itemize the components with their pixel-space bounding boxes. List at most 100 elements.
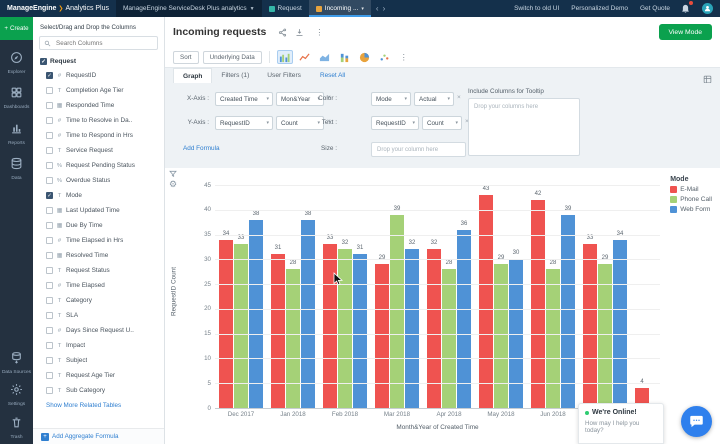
column-item[interactable]: ▦ Due By Time bbox=[33, 218, 164, 233]
column-item[interactable]: T Impact bbox=[33, 338, 164, 353]
personalized-demo-link[interactable]: Personalized Demo bbox=[571, 5, 628, 12]
bar-web-form[interactable] bbox=[405, 249, 419, 408]
rail-item-data-sources[interactable]: Data Sources bbox=[0, 351, 33, 375]
checkbox[interactable]: ✓ bbox=[46, 72, 53, 79]
tab-filters[interactable]: Filters (1) bbox=[221, 72, 250, 79]
bar-web-form[interactable] bbox=[613, 239, 627, 408]
tab-graph[interactable]: Graph bbox=[173, 68, 213, 83]
clustered-bar-chart-icon[interactable] bbox=[276, 50, 293, 64]
rail-item-dashboards[interactable]: Dashboards bbox=[0, 86, 33, 110]
search-input[interactable] bbox=[54, 38, 153, 48]
checkbox[interactable] bbox=[46, 87, 53, 94]
color-mode-select[interactable]: Actual bbox=[414, 92, 454, 106]
column-search[interactable] bbox=[39, 36, 158, 50]
add-formula-link[interactable]: Add Formula bbox=[183, 145, 220, 152]
text-function-select[interactable]: Count bbox=[422, 116, 462, 130]
checkbox[interactable] bbox=[46, 282, 53, 289]
bar-web-form[interactable] bbox=[561, 214, 575, 408]
bar-phone-call[interactable] bbox=[338, 249, 352, 408]
bar-phone-call[interactable] bbox=[286, 269, 300, 408]
workspace-selector[interactable]: ManageEngine ServiceDesk Plus analytics … bbox=[116, 0, 262, 17]
checkbox[interactable] bbox=[46, 342, 53, 349]
get-quote-link[interactable]: Get Quote bbox=[640, 5, 670, 12]
checkbox[interactable]: ✓ bbox=[46, 192, 53, 199]
chat-widget[interactable]: We're Online! How may I help you today? bbox=[578, 403, 664, 444]
scatter-chart-icon[interactable] bbox=[377, 50, 393, 64]
checkbox[interactable] bbox=[46, 207, 53, 214]
remove-text-field-icon[interactable]: × bbox=[465, 118, 469, 125]
legend-item[interactable]: Web Form bbox=[670, 206, 712, 213]
column-item[interactable]: # Time Elapsed in Hrs bbox=[33, 233, 164, 248]
checkbox[interactable] bbox=[46, 327, 53, 334]
bar-e-mail[interactable] bbox=[219, 239, 233, 408]
underlying-data-button[interactable]: Underlying Data bbox=[202, 50, 262, 64]
export-icon[interactable] bbox=[295, 28, 304, 37]
checkbox[interactable]: ✓ bbox=[40, 58, 47, 65]
legend-item[interactable]: Phone Call bbox=[670, 196, 712, 203]
more-chart-types-icon[interactable]: ⋮ bbox=[399, 52, 408, 62]
column-item[interactable]: ▦ Last Updated Time bbox=[33, 203, 164, 218]
y-axis-field-select[interactable]: RequestID bbox=[215, 116, 273, 130]
stacked-bar-chart-icon[interactable] bbox=[337, 50, 353, 64]
checkbox[interactable] bbox=[46, 237, 53, 244]
filter-icon[interactable] bbox=[169, 170, 177, 178]
checkbox[interactable] bbox=[46, 117, 53, 124]
checkbox[interactable] bbox=[46, 252, 53, 259]
column-item[interactable]: T Completion Age Tier bbox=[33, 83, 164, 98]
user-avatar[interactable] bbox=[702, 3, 713, 14]
column-item[interactable]: T SLA bbox=[33, 308, 164, 323]
x-axis-field-select[interactable]: Created Time bbox=[215, 92, 273, 106]
bar-web-form[interactable] bbox=[249, 219, 263, 408]
x-axis-function-select[interactable]: Mon&Year bbox=[276, 92, 324, 106]
size-drop-zone[interactable]: Drop your column here bbox=[371, 142, 466, 157]
column-item[interactable]: ✓ # RequestID bbox=[33, 68, 164, 83]
column-item[interactable]: ▦ Resolved Time bbox=[33, 248, 164, 263]
checkbox[interactable] bbox=[46, 297, 53, 304]
checkbox[interactable] bbox=[46, 162, 53, 169]
column-item[interactable]: # Time to Resolve in Da.. bbox=[33, 113, 164, 128]
create-button[interactable]: + Create bbox=[0, 17, 33, 40]
column-item[interactable]: % Overdue Status bbox=[33, 173, 164, 188]
column-item[interactable]: # Time Elapsed bbox=[33, 278, 164, 293]
bar-web-form[interactable] bbox=[353, 254, 367, 408]
column-item[interactable]: T Sub Category bbox=[33, 383, 164, 398]
rail-item-explorer[interactable]: Explorer bbox=[0, 51, 33, 75]
rail-item-settings[interactable]: Settings bbox=[0, 383, 33, 407]
column-item[interactable]: T Request Age Tier bbox=[33, 368, 164, 383]
column-item[interactable]: T Request Status bbox=[33, 263, 164, 278]
gear-icon[interactable]: ⚙ bbox=[169, 179, 178, 189]
column-item[interactable]: ✓ T Mode bbox=[33, 188, 164, 203]
bar-e-mail[interactable] bbox=[323, 244, 337, 408]
checkbox[interactable] bbox=[46, 372, 53, 379]
column-item[interactable]: % Request Pending Status bbox=[33, 158, 164, 173]
bar-e-mail[interactable] bbox=[375, 264, 389, 408]
bar-phone-call[interactable] bbox=[390, 214, 404, 408]
share-icon[interactable] bbox=[278, 28, 287, 37]
column-item[interactable]: T Service Request bbox=[33, 143, 164, 158]
bar-phone-call[interactable] bbox=[598, 264, 612, 408]
rail-item-data[interactable]: Data bbox=[0, 157, 33, 181]
checkbox[interactable] bbox=[46, 147, 53, 154]
checkbox[interactable] bbox=[46, 357, 53, 364]
bar-phone-call[interactable] bbox=[494, 264, 508, 408]
scroll-right-icon[interactable]: › bbox=[382, 4, 386, 13]
checkbox[interactable] bbox=[46, 132, 53, 139]
bar-e-mail[interactable] bbox=[531, 199, 545, 408]
view-mode-button[interactable]: View Mode bbox=[658, 24, 712, 40]
bar-phone-call[interactable] bbox=[546, 269, 560, 408]
notifications-bell-icon[interactable] bbox=[676, 0, 695, 17]
checkbox[interactable] bbox=[46, 312, 53, 319]
y-axis-function-select[interactable]: Count bbox=[276, 116, 324, 130]
bar-e-mail[interactable] bbox=[479, 194, 493, 408]
layout-icon[interactable] bbox=[703, 71, 712, 89]
bar-e-mail[interactable] bbox=[427, 249, 441, 408]
column-item[interactable]: T Category bbox=[33, 293, 164, 308]
line-chart-icon[interactable] bbox=[297, 50, 313, 64]
rail-item-trash[interactable]: Trash bbox=[0, 416, 33, 440]
remove-x-field-icon[interactable]: × bbox=[327, 94, 331, 101]
bar-phone-call[interactable] bbox=[442, 269, 456, 408]
text-field-select[interactable]: RequestID bbox=[371, 116, 419, 130]
tab-incoming-requests[interactable]: Incoming ... ▾ bbox=[308, 0, 371, 17]
tab-request[interactable]: Request bbox=[262, 0, 309, 17]
area-chart-icon[interactable] bbox=[317, 50, 333, 64]
